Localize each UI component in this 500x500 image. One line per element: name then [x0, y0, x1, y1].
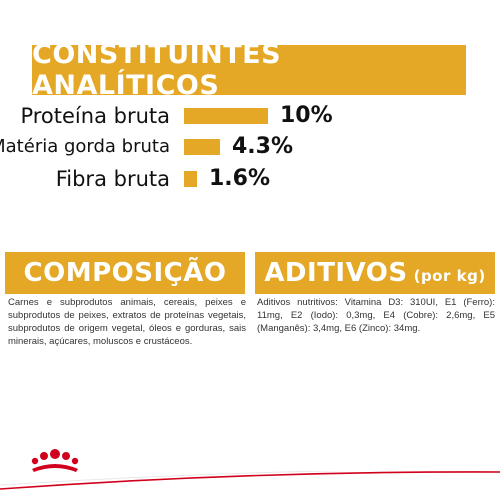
- additives-heading-unit: (por kg): [413, 267, 486, 285]
- nutrient-value: 1.6%: [209, 166, 271, 191]
- nutrient-bar: [184, 139, 220, 155]
- additives-text: Aditivos nutritivos: Vitamina D3: 310UI,…: [257, 297, 495, 334]
- nutrient-row-protein: Proteína bruta 10%: [0, 99, 500, 133]
- analytical-constituents-title: CONSTITUINTES ANALÍTICOS: [32, 39, 282, 101]
- nutrient-value: 10%: [280, 103, 333, 128]
- nutrient-row-fibre: Fibra bruta 1.6%: [0, 162, 500, 196]
- footer-grey-curve: [0, 471, 347, 486]
- nutrient-row-fat: Matéria gorda bruta 4.3%: [0, 130, 500, 164]
- analytical-constituents-banner: CONSTITUINTES ANALÍTICOS: [32, 39, 466, 101]
- composition-banner: COMPOSIÇÃO: [5, 252, 245, 294]
- nutrient-label: Proteína bruta: [20, 104, 170, 128]
- footer-curve: [0, 471, 500, 490]
- footer-red-curve: [0, 471, 500, 490]
- nutrient-bar: [184, 108, 268, 124]
- additives-heading: ADITIVOS: [264, 258, 408, 288]
- nutrient-value: 4.3%: [232, 134, 294, 159]
- nutrient-label: Matéria gorda bruta: [0, 136, 170, 157]
- nutrient-label: Fibra bruta: [55, 167, 170, 191]
- royal-canin-crown-icon: [31, 449, 79, 472]
- nutrient-bar: [184, 171, 197, 187]
- composition-text: Carnes e subprodutos animais, cereais, p…: [8, 297, 246, 347]
- additives-banner: ADITIVOS (por kg): [255, 252, 495, 294]
- composition-heading: COMPOSIÇÃO: [23, 258, 227, 288]
